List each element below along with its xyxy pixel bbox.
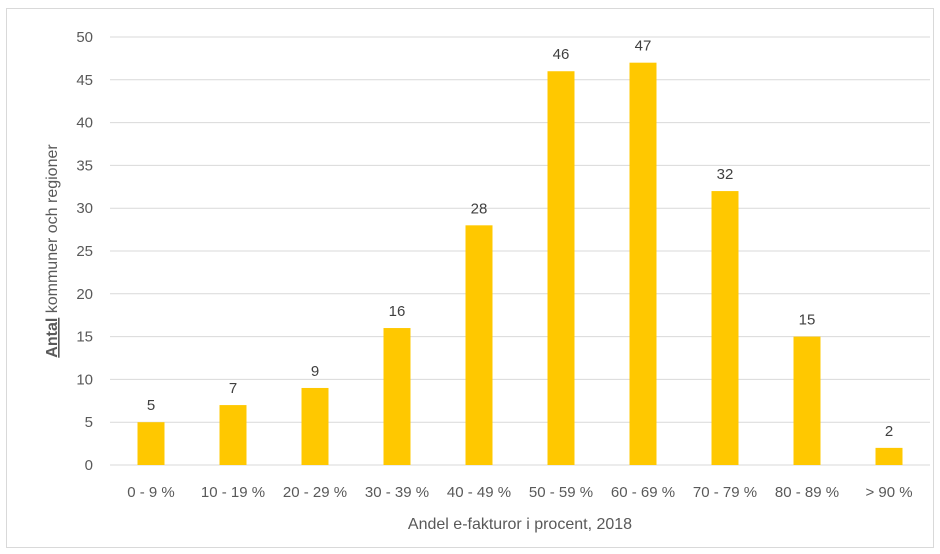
bar xyxy=(793,336,821,465)
y-tick-label: 35 xyxy=(76,157,93,174)
data-label: 32 xyxy=(717,166,734,183)
data-label: 2 xyxy=(885,423,893,440)
y-axis-title-rest: kommuner och regioner xyxy=(44,144,61,318)
data-label: 15 xyxy=(799,312,816,329)
data-label: 28 xyxy=(471,200,488,217)
x-tick-label: 60 - 69 % xyxy=(611,484,675,501)
bar xyxy=(301,387,329,465)
x-axis-title: Andel e-fakturor i procent, 2018 xyxy=(408,516,632,533)
bars xyxy=(137,62,903,466)
y-tick-label: 30 xyxy=(76,200,93,217)
bar xyxy=(547,71,575,466)
bar xyxy=(875,447,903,465)
x-tick-label: 80 - 89 % xyxy=(775,484,839,501)
bar xyxy=(383,328,411,465)
x-tick-label: 0 - 9 % xyxy=(127,484,175,501)
data-labels: 5 7 9 16 28 46 47 32 15 2 xyxy=(147,38,893,440)
y-tick-label: 25 xyxy=(76,243,93,260)
y-tick-label: 20 xyxy=(76,286,93,303)
data-label: 47 xyxy=(635,38,652,55)
y-axis-title-underlined: Antal xyxy=(44,318,61,358)
x-axis-ticks: 0 - 9 % 10 - 19 % 20 - 29 % 30 - 39 % 40 - 4… xyxy=(127,484,912,501)
bar xyxy=(711,191,739,465)
x-tick-label: > 90 % xyxy=(865,484,912,501)
bar xyxy=(137,422,165,465)
bar xyxy=(219,405,247,465)
data-label: 5 xyxy=(147,397,155,414)
x-tick-label: 50 - 59 % xyxy=(529,484,593,501)
x-tick-label: 40 - 49 % xyxy=(447,484,511,501)
data-label: 16 xyxy=(389,303,406,320)
x-tick-label: 10 - 19 % xyxy=(201,484,265,501)
y-tick-label: 5 xyxy=(85,414,93,431)
y-tick-label: 50 xyxy=(76,29,93,46)
x-tick-label: 30 - 39 % xyxy=(365,484,429,501)
gridlines xyxy=(110,36,930,466)
y-tick-label: 10 xyxy=(76,371,93,388)
y-axis-ticks: 0 5 10 15 20 25 30 35 40 45 50 xyxy=(76,29,93,474)
y-tick-label: 45 xyxy=(76,72,93,89)
y-tick-label: 0 xyxy=(85,457,93,474)
y-tick-label: 15 xyxy=(76,329,93,346)
data-label: 46 xyxy=(553,46,570,63)
bar xyxy=(465,225,493,465)
x-tick-label: 20 - 29 % xyxy=(283,484,347,501)
y-tick-label: 40 xyxy=(76,115,93,132)
data-label: 7 xyxy=(229,380,237,397)
x-tick-label: 70 - 79 % xyxy=(693,484,757,501)
y-axis-title: Antal kommuner och regioner xyxy=(44,144,61,358)
bar xyxy=(629,62,657,466)
data-label: 9 xyxy=(311,363,319,380)
